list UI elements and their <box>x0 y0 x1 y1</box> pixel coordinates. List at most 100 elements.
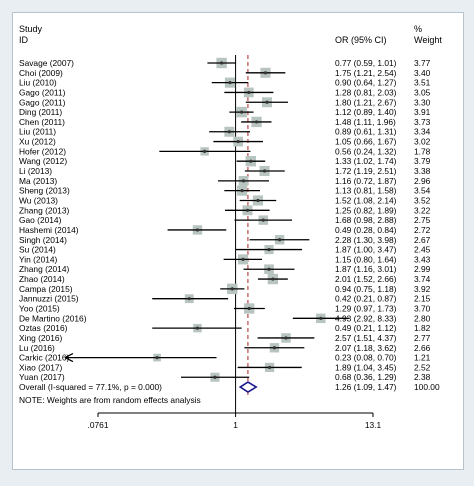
study-weight: 2.66 <box>414 343 431 353</box>
study-label: Zhang (2014) <box>19 264 69 274</box>
study-weight: 2.45 <box>414 245 431 255</box>
study-point <box>241 257 245 261</box>
x-axis-tick-label: 13.1 <box>365 420 382 430</box>
study-weight: 3.22 <box>414 205 431 215</box>
header-id: ID <box>19 35 29 45</box>
study-label: Chen (2011) <box>19 117 65 127</box>
study-label: Gao (2014) <box>19 215 62 225</box>
x-axis-tick-label: 1 <box>233 420 238 430</box>
study-point <box>187 297 191 301</box>
study-point <box>319 316 323 320</box>
study-point <box>227 130 231 134</box>
study-or-ci: 1.25 (0.82, 1.89) <box>335 205 397 215</box>
study-point <box>263 71 268 75</box>
study-point <box>267 267 271 271</box>
study-label: Xing (2016) <box>19 333 63 343</box>
study-point <box>195 228 200 232</box>
header-or-ci: OR (95% CI) <box>335 35 387 45</box>
study-or-ci: 0.56 (0.24, 1.32) <box>335 146 397 156</box>
study-weight: 2.15 <box>414 294 431 304</box>
study-weight: 3.77 <box>414 58 431 68</box>
study-point <box>265 100 269 104</box>
study-weight: 3.02 <box>414 137 431 147</box>
study-or-ci: 0.68 (0.36, 1.29) <box>335 372 397 382</box>
weights-note: NOTE: Weights are from random effects an… <box>19 395 201 405</box>
study-weight: 2.80 <box>414 313 431 323</box>
study-or-ci: 1.16 (0.72, 1.87) <box>335 176 397 186</box>
study-label: Campa (2015) <box>19 284 73 294</box>
x-axis-tick-label: .0761 <box>88 420 109 430</box>
study-weight: 3.51 <box>414 78 431 88</box>
study-or-ci: 1.72 (1.19, 2.51) <box>335 166 397 176</box>
study-label: Gago (2011) <box>19 87 66 97</box>
study-or-ci: 1.05 (0.66, 1.67) <box>335 137 397 147</box>
study-point <box>267 365 272 370</box>
study-point <box>228 81 232 85</box>
study-point <box>249 159 253 163</box>
study-label: Yoo (2015) <box>19 304 60 314</box>
header-weight: Weight <box>414 35 442 45</box>
study-point <box>256 198 260 203</box>
study-point <box>230 287 234 291</box>
study-weight: 3.79 <box>414 156 431 166</box>
header-study: Study <box>19 24 43 34</box>
study-point <box>236 139 240 144</box>
study-label: Ding (2011) <box>19 107 62 117</box>
study-label: Liu (2011) <box>19 127 56 137</box>
study-or-ci: 1.28 (0.81, 2.03) <box>335 87 397 97</box>
study-weight: 2.38 <box>414 372 431 382</box>
study-label: Sheng (2013) <box>19 186 70 196</box>
study-or-ci: 1.29 (0.97, 1.73) <box>335 304 397 314</box>
study-point <box>241 179 246 183</box>
study-weight: 2.99 <box>414 264 431 274</box>
study-weight: 3.40 <box>414 68 431 78</box>
study-or-ci: 0.49 (0.21, 1.12) <box>335 323 397 333</box>
overall-weight: 100.00 <box>414 382 440 392</box>
forest-plot-panel: Study ID OR (95% CI) % Weight Savage (20… <box>12 12 464 470</box>
study-weight: 3.05 <box>414 87 431 97</box>
overall-or-ci: 1.26 (1.09, 1.47) <box>335 382 397 392</box>
study-weight: 3.43 <box>414 254 431 264</box>
study-label: Oztas (2016) <box>19 323 68 333</box>
study-weight: 3.92 <box>414 284 431 294</box>
study-or-ci: 1.48 (1.11, 1.96) <box>335 117 396 127</box>
study-label: Li (2013) <box>19 166 52 176</box>
study-weight: 1.78 <box>414 146 431 156</box>
study-label: Wang (2012) <box>19 156 67 166</box>
study-point <box>245 208 250 212</box>
study-weight: 3.30 <box>414 97 431 107</box>
study-label: Xiao (2017) <box>19 362 63 372</box>
study-label: Yuan (2017) <box>19 372 65 382</box>
header-percent: % <box>414 24 422 34</box>
study-label: De Martino (2016) <box>19 313 87 323</box>
study-point <box>278 238 282 242</box>
study-weight: 1.82 <box>414 323 431 333</box>
study-or-ci: 1.15 (0.80, 1.64) <box>335 254 397 264</box>
study-point <box>195 326 200 330</box>
study-or-ci: 2.07 (1.18, 3.62) <box>335 343 397 353</box>
study-label: Singh (2014) <box>19 235 67 245</box>
overall-label: Overall (I-squared = 77.1%, p = 0.000) <box>19 382 162 392</box>
study-weight: 3.54 <box>414 186 431 196</box>
study-or-ci: 1.87 (1.00, 3.47) <box>335 245 397 255</box>
overall-diamond <box>238 381 258 394</box>
study-weight: 3.74 <box>414 274 431 284</box>
study-label: Hofer (2012) <box>19 146 66 156</box>
study-label: Lu (2016) <box>19 343 55 353</box>
study-label: Gago (2011) <box>19 97 66 107</box>
study-point <box>261 218 265 222</box>
study-point <box>203 149 207 153</box>
study-point <box>247 306 251 311</box>
study-or-ci: 2.01 (1.52, 2.66) <box>335 274 397 284</box>
study-or-ci: 2.28 (1.30, 3.98) <box>335 235 397 245</box>
study-or-ci: 1.80 (1.21, 2.67) <box>335 97 397 107</box>
study-label: Xu (2012) <box>19 137 56 147</box>
study-point <box>267 247 271 252</box>
study-point <box>155 356 159 360</box>
study-or-ci: 1.13 (0.81, 1.58) <box>335 186 397 196</box>
study-label: Carkic (2016) <box>19 353 69 363</box>
study-weight: 3.38 <box>414 166 431 176</box>
study-or-ci: 2.57 (1.51, 4.37) <box>335 333 397 343</box>
study-or-ci: 1.87 (1.16, 3.01) <box>335 264 397 274</box>
study-ci-arrow <box>64 353 74 363</box>
